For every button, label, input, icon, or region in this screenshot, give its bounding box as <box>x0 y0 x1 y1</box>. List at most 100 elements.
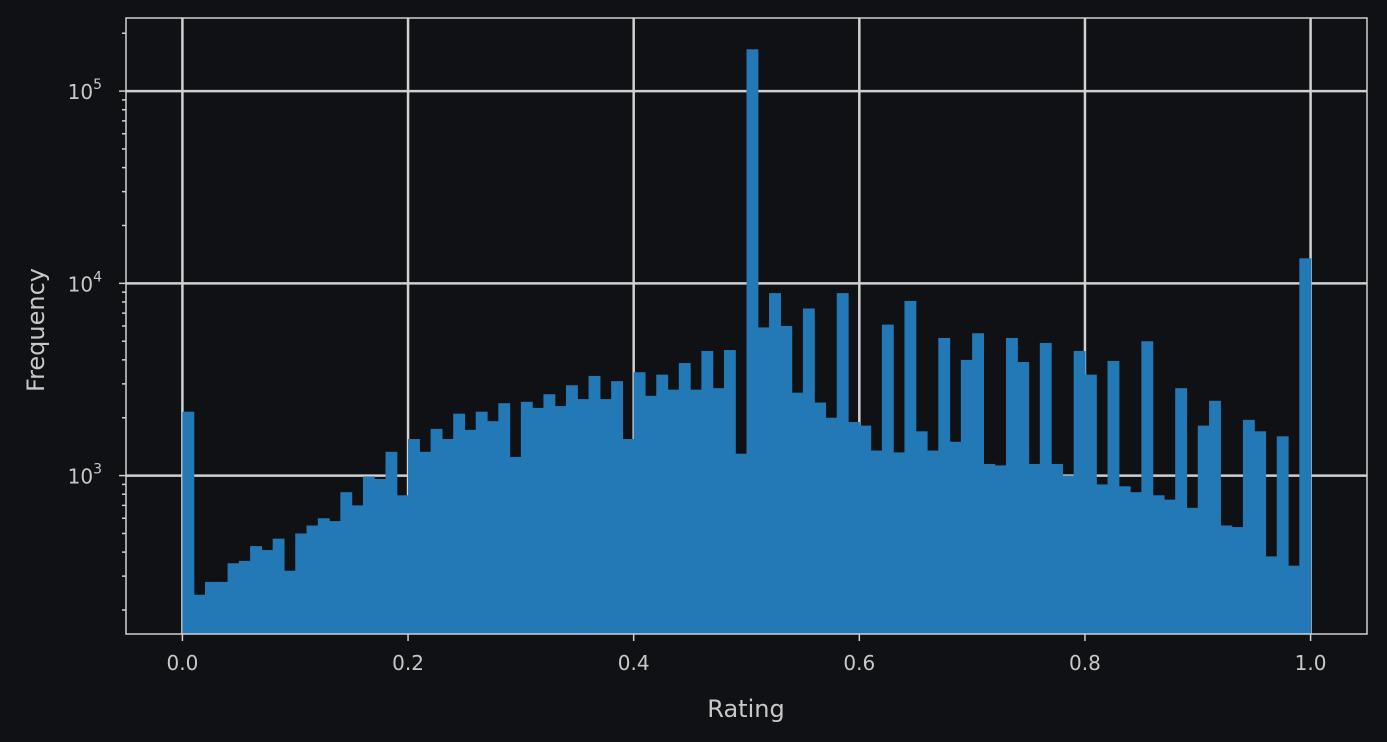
histogram-bar <box>1028 463 1041 634</box>
histogram-bar <box>385 451 398 634</box>
histogram-bar <box>723 350 736 634</box>
histogram-bar <box>1276 436 1289 634</box>
histogram-bar <box>520 401 533 634</box>
histogram-bar <box>1288 565 1300 634</box>
histogram-bar <box>690 389 702 634</box>
histogram-bar <box>678 363 691 634</box>
x-tick-label: 0.8 <box>1069 651 1101 675</box>
histogram-bar <box>351 505 364 634</box>
y-tick-label: 105 <box>68 77 102 104</box>
histogram-bar <box>329 521 341 634</box>
histogram-bar <box>419 451 432 634</box>
histogram-bars <box>182 49 1312 634</box>
histogram-bar <box>746 49 759 634</box>
histogram-bar <box>487 421 499 634</box>
y-axis-label: Frequency <box>22 268 50 392</box>
histogram-bar <box>825 417 838 634</box>
histogram-bar <box>182 411 195 634</box>
histogram-bar <box>644 395 657 634</box>
histogram-bar <box>216 581 229 634</box>
histogram-bar <box>893 452 906 634</box>
histogram-bar <box>306 525 319 634</box>
axis-ticks: 0.0 0.2 0.4 0.6 0.8 1.0 103 104 105 <box>68 32 1327 675</box>
histogram-bar <box>1062 475 1075 634</box>
histogram-bar <box>1118 486 1131 634</box>
histogram-bar <box>870 450 883 634</box>
histogram-bar <box>881 324 894 634</box>
histogram-bar <box>1017 361 1030 634</box>
histogram-bar <box>915 431 928 634</box>
histogram-bar <box>227 563 240 634</box>
histogram-bar <box>757 327 770 634</box>
histogram-bar <box>1096 484 1109 634</box>
histogram-bar <box>204 581 217 634</box>
histogram-bar <box>408 439 420 634</box>
x-tick-label: 0.4 <box>618 651 650 675</box>
histogram-bar <box>927 450 939 634</box>
histogram-bar <box>532 407 545 634</box>
histogram-bar <box>464 429 477 634</box>
histogram-bar <box>859 425 872 634</box>
histogram-bar <box>1175 388 1188 634</box>
histogram-bar <box>994 465 1007 634</box>
histogram-bar <box>802 308 815 634</box>
histogram-bar <box>960 359 973 634</box>
histogram-bar <box>1242 419 1255 634</box>
histogram-bar <box>1073 350 1086 634</box>
histogram-bar <box>1186 507 1199 634</box>
x-tick-label: 0.0 <box>167 651 199 675</box>
histogram-bar <box>340 492 353 634</box>
histogram-bar <box>362 476 375 634</box>
histogram-bar <box>1107 360 1120 634</box>
histogram-bar <box>904 300 917 634</box>
histogram-bar <box>295 533 308 634</box>
y-tick-label: 104 <box>68 269 102 296</box>
histogram-bar <box>588 375 601 634</box>
histogram-bar <box>1152 495 1165 634</box>
histogram-bar <box>498 403 511 634</box>
histogram-bar <box>250 546 262 634</box>
histogram-bar <box>509 456 522 634</box>
x-tick-label: 0.2 <box>392 651 424 675</box>
histogram-bar <box>565 385 578 634</box>
histogram-bar <box>1051 463 1063 634</box>
histogram-bar <box>374 479 387 634</box>
histogram-bar <box>396 495 409 634</box>
histogram-bar <box>780 326 793 634</box>
histogram-bar <box>1254 431 1267 634</box>
histogram-bar <box>599 399 612 634</box>
histogram-bar <box>1231 527 1244 634</box>
y-tick-label: 103 <box>68 462 102 489</box>
histogram-bar <box>949 441 962 634</box>
histogram-bar <box>577 399 590 634</box>
x-axis-label: Rating <box>707 695 784 723</box>
histogram-bar <box>735 453 748 634</box>
histogram-bar <box>1141 341 1154 634</box>
x-tick-label: 0.6 <box>843 651 875 675</box>
histogram-bar <box>1197 425 1210 634</box>
histogram-bar <box>848 422 860 634</box>
histogram-bar <box>453 413 466 634</box>
histogram-bar <box>543 394 556 634</box>
histogram-bar <box>238 560 251 634</box>
histogram-bar <box>283 570 296 634</box>
histogram-bar <box>1084 374 1097 634</box>
histogram-bar <box>272 538 285 634</box>
histogram-bar <box>554 406 567 634</box>
histogram-bar <box>701 350 714 634</box>
histogram-bar <box>656 374 669 634</box>
histogram-bar <box>972 333 985 634</box>
histogram-bar <box>938 337 951 634</box>
x-tick-label: 1.0 <box>1295 651 1327 675</box>
histogram-bar <box>475 411 488 634</box>
histogram-bar <box>430 428 443 634</box>
histogram-bar <box>1299 258 1312 634</box>
histogram-bar <box>1130 492 1142 634</box>
histogram-bar <box>769 293 781 634</box>
histogram-bar <box>633 372 646 634</box>
histogram-bar <box>1265 556 1278 634</box>
histogram-bar <box>317 518 330 634</box>
histogram-bar <box>441 439 454 634</box>
histogram-bar <box>1039 342 1052 634</box>
